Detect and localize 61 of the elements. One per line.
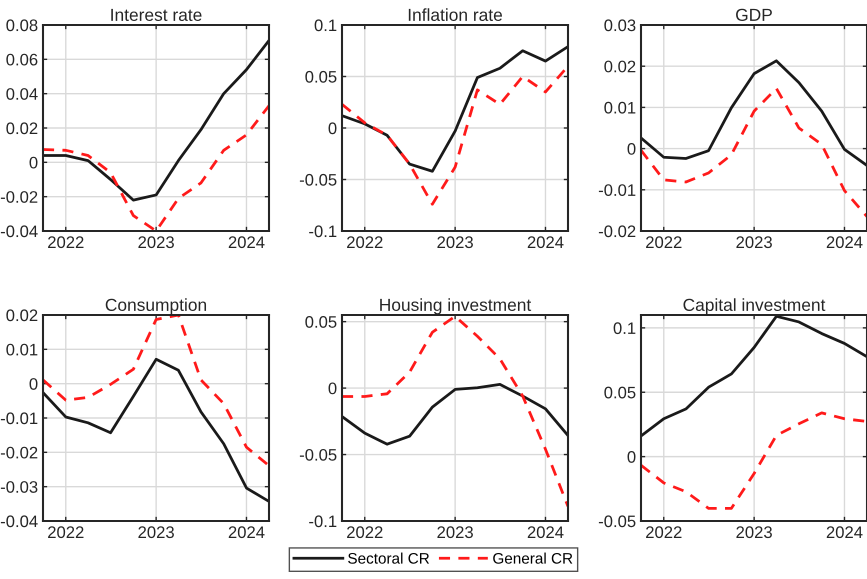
x-tick-label: 2024 xyxy=(228,236,265,248)
y-tick-label: 0.01 xyxy=(604,102,636,114)
y-tick-label: -0.1 xyxy=(309,225,336,238)
y-tick-label: -0.01 xyxy=(598,184,636,196)
y-tick-label: 0 xyxy=(30,156,38,169)
chart-title: Capital investment xyxy=(683,298,826,314)
line-series xyxy=(641,411,867,510)
x-tick-label: 2023 xyxy=(437,526,473,538)
y-tick-label: -0.02 xyxy=(0,191,38,203)
y-tick-label: 0 xyxy=(30,378,38,390)
y-tick-label: 0.05 xyxy=(305,70,336,83)
y-tick-label: 0 xyxy=(628,451,636,463)
chart-title: Housing investment xyxy=(380,298,532,314)
y-tick-label: -0.02 xyxy=(0,446,38,459)
y-tick-label: -0.02 xyxy=(598,225,636,238)
y-tick-label: 0.08 xyxy=(6,19,38,32)
y-tick-label: 0 xyxy=(628,143,636,155)
legend-label: Sectoral CR xyxy=(348,552,430,564)
y-tick-label: 0.01 xyxy=(6,344,38,356)
y-tick-label: -0.05 xyxy=(300,448,336,461)
chart-title: Interest rate xyxy=(111,8,202,22)
x-tick-label: 2023 xyxy=(736,526,772,538)
y-tick-label: 0.1 xyxy=(614,322,636,334)
x-tick-label: 2024 xyxy=(528,236,564,248)
x-tick-label: 2022 xyxy=(646,236,682,248)
y-tick-label: 0.05 xyxy=(604,386,636,398)
y-tick-label: 0.04 xyxy=(6,88,38,100)
y-tick-label: -0.04 xyxy=(0,225,38,238)
y-tick-label: -0.05 xyxy=(598,515,636,528)
y-tick-label: 0.02 xyxy=(604,60,636,72)
x-tick-label: 2023 xyxy=(138,526,174,538)
x-tick-label: 2024 xyxy=(528,526,564,538)
x-tick-label: 2022 xyxy=(48,236,84,248)
y-tick-label: -0.05 xyxy=(300,174,336,186)
x-tick-label: 2022 xyxy=(48,526,84,538)
chart-title: Inflation rate xyxy=(408,8,502,22)
y-tick-label: 0.06 xyxy=(6,54,38,66)
x-tick-label: 2023 xyxy=(437,236,473,248)
x-tick-label: 2024 xyxy=(826,236,863,248)
chart-title: Consumption xyxy=(106,298,206,314)
x-tick-label: 2024 xyxy=(826,526,863,538)
y-tick-label: 0.05 xyxy=(305,316,336,328)
y-tick-label: 0.1 xyxy=(314,19,336,32)
y-tick-label: 0.02 xyxy=(6,309,38,322)
x-tick-label: 2023 xyxy=(138,236,174,248)
y-tick-label: -0.03 xyxy=(0,481,38,493)
x-tick-label: 2022 xyxy=(347,236,382,248)
x-tick-label: 2022 xyxy=(347,526,382,538)
y-tick-label: 0.03 xyxy=(604,19,636,32)
legend-label: General CR xyxy=(493,552,572,564)
x-tick-label: 2022 xyxy=(646,526,682,538)
y-tick-label: -0.04 xyxy=(0,515,38,528)
y-tick-label: 0 xyxy=(328,382,336,394)
y-tick-label: 0 xyxy=(328,122,336,134)
x-tick-label: 2024 xyxy=(228,526,265,538)
y-tick-label: -0.1 xyxy=(309,515,336,528)
x-tick-label: 2023 xyxy=(736,236,772,248)
line-series xyxy=(641,87,867,218)
y-tick-label: 0.02 xyxy=(6,122,38,134)
y-tick-label: -0.01 xyxy=(0,412,38,424)
chart-title: GDP xyxy=(736,8,772,22)
